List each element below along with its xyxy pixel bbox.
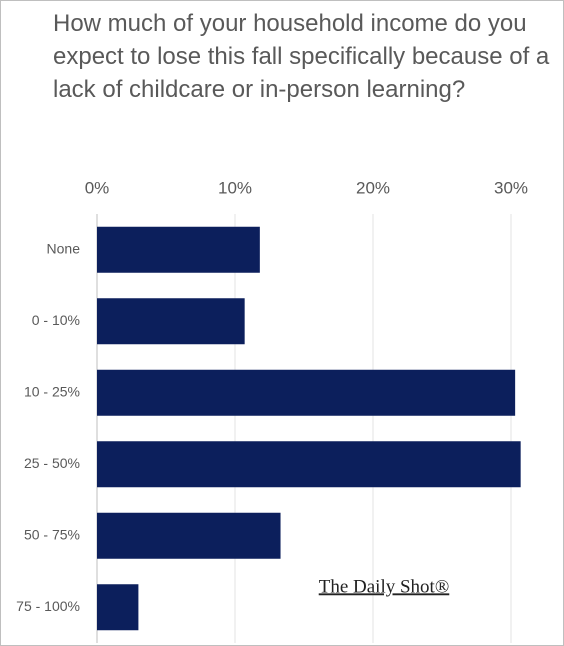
x-tick-label: 10% xyxy=(218,178,252,197)
bar xyxy=(97,298,245,345)
y-tick-label: 75 - 100% xyxy=(16,598,80,614)
bar xyxy=(97,226,260,273)
y-tick-label: 25 - 50% xyxy=(24,455,80,471)
bar xyxy=(97,512,281,559)
bar xyxy=(97,441,521,488)
y-tick-label: 0 - 10% xyxy=(32,312,80,328)
y-tick-label: None xyxy=(47,240,81,256)
bar xyxy=(97,584,139,631)
chart-title: How much of your household income do you… xyxy=(53,10,550,103)
y-tick-label: 50 - 75% xyxy=(24,526,80,542)
x-tick-label: 30% xyxy=(494,178,528,197)
watermark: The Daily Shot® xyxy=(319,576,450,597)
x-tick-label: 20% xyxy=(356,178,390,197)
x-tick-label: 0% xyxy=(85,178,110,197)
bar xyxy=(97,369,516,416)
y-tick-label: 10 - 25% xyxy=(24,383,80,399)
